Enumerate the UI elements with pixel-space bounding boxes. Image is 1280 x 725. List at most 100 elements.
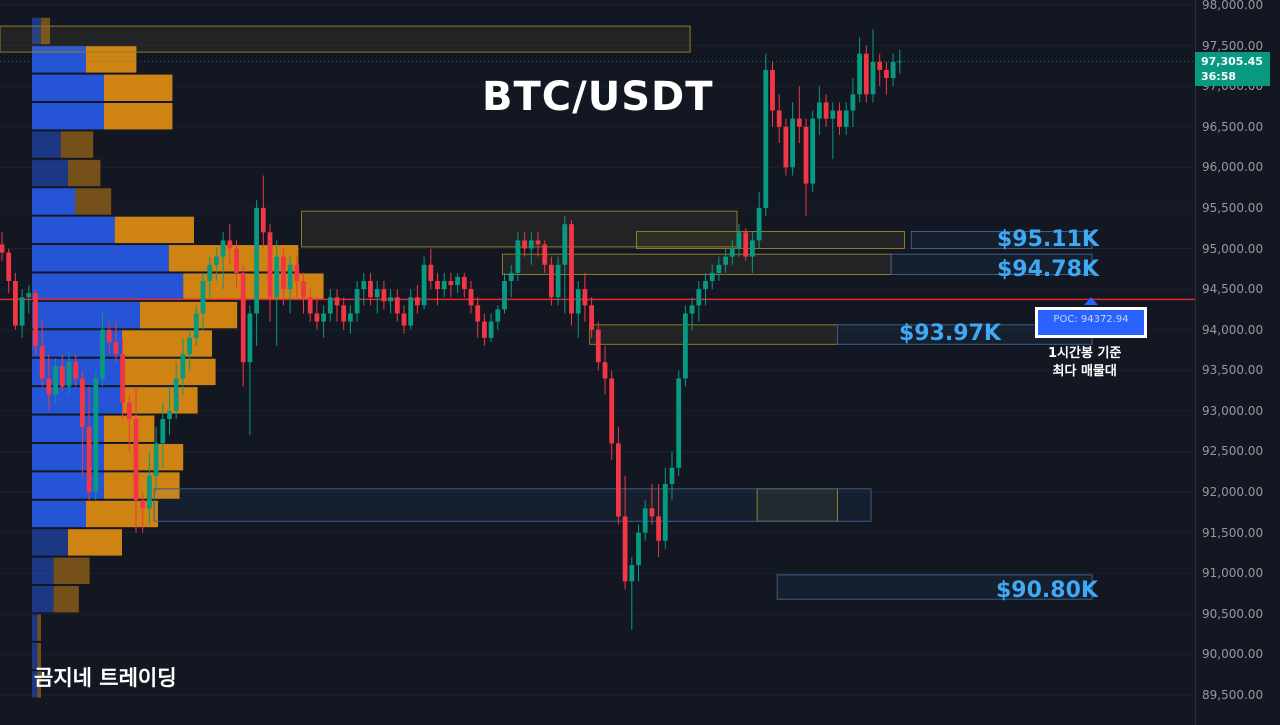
candle-body-up bbox=[160, 419, 166, 444]
candle-body-up bbox=[642, 508, 648, 533]
candle-body-down bbox=[783, 126, 789, 168]
demand-zone-box bbox=[890, 253, 1093, 276]
volume-profile-down-bar bbox=[86, 500, 158, 528]
volume-profile-down-bar bbox=[37, 671, 41, 698]
candle-body-down bbox=[582, 289, 588, 306]
candle-body-up bbox=[575, 289, 581, 314]
candle-body-up bbox=[750, 240, 755, 257]
candle-body-down bbox=[59, 366, 65, 387]
candle-body-down bbox=[461, 276, 467, 290]
volume-profile-up-bar bbox=[32, 245, 169, 272]
volume-profile-down-bar bbox=[86, 46, 137, 73]
candle-body-up bbox=[321, 313, 326, 322]
volume-profile-up-bar bbox=[32, 586, 54, 613]
volume-profile-up-bar bbox=[32, 415, 104, 442]
candle-countdown: 36:58 bbox=[1201, 70, 1237, 84]
candle-body-up bbox=[180, 354, 186, 379]
supply-zone-box bbox=[756, 488, 838, 522]
volume-profile-up-bar bbox=[32, 387, 122, 414]
candle-body-up bbox=[327, 297, 333, 314]
poc-note: 1시간봉 기준 최다 매물대 bbox=[1048, 345, 1121, 381]
candle-body-down bbox=[301, 281, 306, 298]
candle-body-up bbox=[153, 443, 159, 476]
candle-body-up bbox=[555, 264, 561, 298]
candle-body-down bbox=[133, 419, 139, 501]
volume-profile-down-bar bbox=[60, 131, 94, 158]
price-tick-label: 98,000.00 bbox=[1202, 0, 1264, 12]
candle-body-down bbox=[86, 427, 92, 493]
candle-body-up bbox=[890, 61, 896, 79]
volume-profile-up-bar bbox=[32, 557, 54, 585]
volume-profile-up-bar bbox=[32, 472, 104, 499]
candle-body-down bbox=[535, 240, 541, 245]
candle-body-up bbox=[502, 281, 507, 310]
candle-body-up bbox=[147, 475, 152, 509]
candle-body-down bbox=[803, 126, 809, 184]
volume-profile-up-bar bbox=[32, 614, 38, 641]
candle-body-down bbox=[267, 232, 273, 298]
demand-zone-box bbox=[910, 230, 1093, 250]
candle-body-up bbox=[348, 313, 353, 322]
volume-profile-down-bar bbox=[104, 443, 184, 471]
channel-watermark: 곰지네 트레이딩 bbox=[34, 666, 177, 690]
level-label-95110: $95.11K bbox=[997, 227, 1099, 252]
volume-profile-down-bar bbox=[68, 529, 122, 556]
candle-body-down bbox=[294, 264, 300, 281]
candle-body-up bbox=[817, 102, 822, 119]
candle-body-up bbox=[676, 378, 682, 468]
candle-body-down bbox=[368, 281, 373, 298]
poc-label: POC: 94372.94 bbox=[1038, 310, 1144, 335]
volume-profile-down-bar bbox=[183, 273, 324, 300]
price-tick-label: 95,000.00 bbox=[1202, 241, 1264, 256]
candle-body-down bbox=[549, 264, 554, 298]
volume-profile-down-bar bbox=[41, 17, 50, 45]
candle-body-down bbox=[468, 289, 474, 306]
volume-profile-up-bar bbox=[32, 74, 104, 102]
volume-profile-up-bar bbox=[32, 443, 104, 471]
price-tick-label: 91,000.00 bbox=[1202, 566, 1264, 581]
candle-body-up bbox=[629, 565, 635, 582]
candle-body-down bbox=[616, 443, 621, 517]
volume-profile-up-bar bbox=[32, 500, 86, 528]
candle-body-up bbox=[736, 232, 742, 249]
volume-profile-down-bar bbox=[37, 642, 41, 670]
candle-body-up bbox=[790, 118, 795, 168]
volume-profile-down-bar bbox=[140, 301, 238, 329]
candle-body-down bbox=[884, 69, 889, 79]
candle-body-up bbox=[167, 410, 172, 419]
candle-body-up bbox=[528, 240, 534, 249]
volume-profile-down-bar bbox=[122, 387, 198, 414]
volume-profile-up-bar bbox=[32, 188, 76, 215]
volume-profile-down-bar bbox=[68, 159, 101, 187]
volume-profile-up-bar bbox=[32, 671, 38, 698]
chart-title: BTC/USDT bbox=[482, 74, 714, 120]
price-tick-label: 92,500.00 bbox=[1202, 444, 1264, 459]
volume-profile-down-bar bbox=[53, 557, 90, 585]
candle-body-up bbox=[354, 289, 360, 314]
candle-body-down bbox=[602, 362, 608, 379]
price-tick-label: 96,500.00 bbox=[1202, 119, 1264, 134]
price-chart[interactable] bbox=[0, 0, 1195, 725]
candle-body-up bbox=[19, 297, 25, 326]
candle-body-down bbox=[106, 329, 112, 342]
candle-body-down bbox=[6, 252, 12, 281]
supply-zone-box bbox=[636, 230, 905, 250]
candle-body-up bbox=[703, 281, 708, 290]
poc-label-box: POC: 94372.94 bbox=[1035, 307, 1147, 338]
candle-body-up bbox=[857, 53, 862, 95]
candle-body-up bbox=[361, 281, 367, 290]
candle-body-down bbox=[743, 232, 749, 257]
candle-body-up bbox=[287, 264, 293, 290]
price-tick-label: 92,000.00 bbox=[1202, 485, 1264, 500]
candle-body-down bbox=[770, 69, 775, 111]
candle-body-up bbox=[843, 110, 849, 127]
candle-body-up bbox=[200, 281, 206, 314]
candle-body-up bbox=[26, 293, 32, 298]
price-axis[interactable]: 98,000.0097,500.0097,000.0096,500.0096,0… bbox=[1195, 0, 1280, 725]
candle-body-down bbox=[234, 248, 239, 273]
candle-body-down bbox=[307, 297, 313, 314]
candle-body-up bbox=[441, 281, 447, 290]
candle-body-up bbox=[756, 207, 762, 241]
current-price-tag: 97,305.45 36:58 bbox=[1195, 52, 1270, 87]
volume-profile-down-bar bbox=[104, 103, 173, 130]
